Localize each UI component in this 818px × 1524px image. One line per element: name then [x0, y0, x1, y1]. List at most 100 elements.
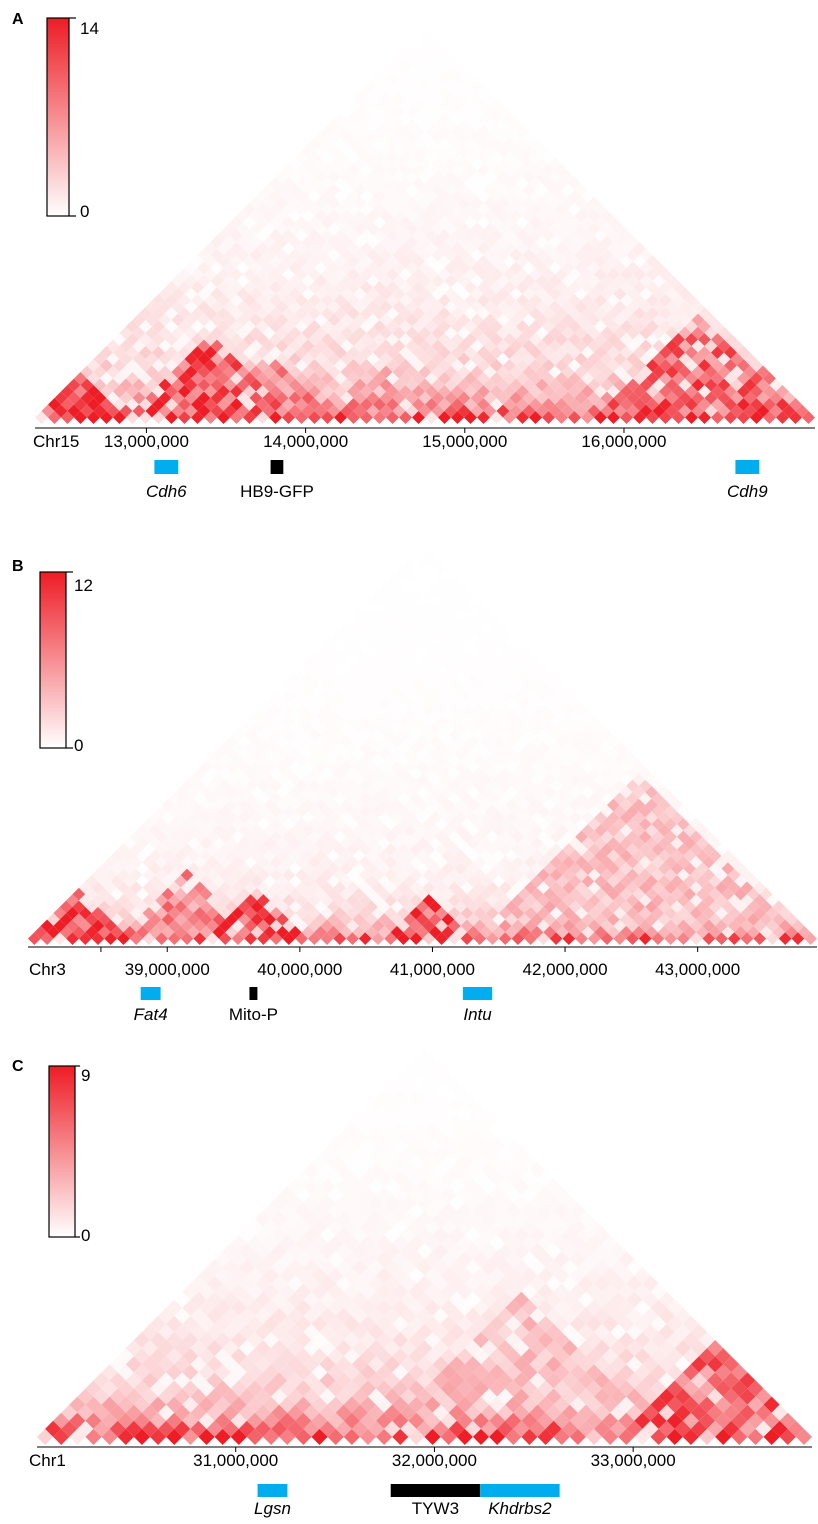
- heatmap-cell: [288, 824, 302, 837]
- heatmap-cell: [320, 677, 334, 691]
- heatmap-cell: [307, 766, 321, 780]
- heatmap-cell: [136, 824, 149, 837]
- heatmap-cell: [161, 913, 175, 926]
- heatmap-cell: [155, 805, 168, 818]
- heatmap-cell: [339, 773, 353, 786]
- heatmap-cell: [371, 703, 385, 716]
- heatmap-cell: [97, 887, 111, 901]
- heatmap-cell: [486, 626, 499, 640]
- heatmap-cell: [34, 925, 48, 939]
- heatmap-cell: [371, 728, 385, 742]
- heatmap-cell: [288, 747, 302, 761]
- heatmap-cell: [193, 779, 207, 793]
- heatmap-cell: [117, 868, 130, 882]
- heatmap-cell: [66, 894, 79, 907]
- heatmap-cell: [167, 817, 181, 831]
- heatmap-cell: [288, 773, 302, 786]
- heatmap-cell: [276, 785, 289, 799]
- heatmap-cell: [435, 626, 448, 640]
- heatmap-cell: [257, 855, 270, 869]
- heatmap-cell: [167, 830, 181, 844]
- heatmap-cell: [403, 620, 417, 634]
- heatmap-cell: [454, 595, 468, 608]
- heatmap-cell: [161, 798, 175, 812]
- tick-label: 16,000,000: [581, 432, 666, 451]
- heatmap-cell: [403, 696, 417, 710]
- gene-bar: [140, 987, 161, 1000]
- heatmap-cell: [167, 868, 181, 882]
- tick-label: 41,000,000: [390, 960, 475, 979]
- heatmap-cell: [148, 925, 162, 939]
- heatmap-cell: [218, 830, 232, 844]
- heatmap-cell: [422, 639, 436, 653]
- heatmap-cell: [307, 741, 321, 755]
- heatmap-cell: [225, 798, 238, 812]
- heatmap-cell: [288, 696, 302, 710]
- heatmap-cell: [339, 709, 353, 723]
- heatmap-cell: [339, 747, 353, 761]
- heatmap-cell: [237, 785, 251, 799]
- heatmap-cell: [339, 722, 353, 736]
- heatmap-cell: [123, 862, 137, 876]
- heatmap-cell: [244, 805, 258, 818]
- heatmap-cell: [237, 862, 251, 876]
- heatmap-cell: [161, 849, 175, 863]
- heatmap-cell: [193, 843, 207, 856]
- heatmap-cell: [212, 824, 226, 837]
- heatmap-cell: [237, 824, 251, 837]
- color-scale-bar: [46, 17, 70, 217]
- heatmap-cell: [320, 728, 334, 742]
- heatmap-cell: [390, 696, 404, 710]
- heatmap-cell: [180, 779, 194, 793]
- scale-min-label: 0: [81, 1226, 90, 1245]
- heatmap-cell: [422, 614, 436, 627]
- heatmap-cell: [206, 906, 219, 920]
- heatmap-cell: [206, 855, 219, 869]
- gene-bar: [154, 460, 179, 474]
- heatmap-cell: [180, 894, 194, 907]
- heatmap-cell: [371, 754, 385, 767]
- heatmap-cell: [78, 881, 92, 895]
- heatmap-cell: [307, 677, 321, 691]
- heatmap-cell: [212, 862, 226, 876]
- heatmap-cell: [155, 894, 168, 907]
- heatmap-cell: [218, 881, 232, 895]
- heatmap-cell: [53, 906, 67, 920]
- heatmap-cell: [237, 887, 251, 901]
- heatmap-cell: [40, 919, 54, 933]
- heatmap-cell: [339, 785, 353, 799]
- gene-label: Cdh6: [146, 482, 187, 501]
- heatmap-cell: [167, 792, 181, 806]
- heatmap-cell: [180, 830, 194, 844]
- heatmap-cell: [257, 715, 270, 729]
- heatmap-cell: [288, 684, 302, 697]
- heatmap-cell: [257, 754, 270, 767]
- heatmap-cell: [390, 569, 404, 583]
- heatmap-cell: [225, 887, 238, 901]
- heatmap-cell: [371, 665, 385, 678]
- axis-b: Chr3 39,000,000 40,000,000 41,000,000 42,00…: [28, 946, 817, 979]
- scale-max-label: 9: [81, 1066, 90, 1085]
- heatmap-cell: [187, 836, 200, 850]
- heatmap-cell: [167, 881, 181, 895]
- color-scale-bar: [48, 1065, 76, 1238]
- heatmap-cell: [244, 843, 258, 856]
- heatmap-cell: [257, 741, 270, 755]
- heatmap-cell: [180, 792, 194, 806]
- heatmap-cell: [403, 671, 417, 685]
- heatmap-c: [37, 1049, 812, 1445]
- tick-label: 13,000,000: [104, 432, 189, 451]
- heatmap-cell: [206, 919, 219, 933]
- heatmap-cell: [352, 645, 366, 659]
- heatmap-cell: [225, 760, 238, 774]
- heatmap-cell: [123, 913, 137, 926]
- heatmap-cell: [148, 875, 162, 888]
- heatmap-cell: [123, 875, 137, 888]
- heatmap-cell: [206, 779, 219, 793]
- heatmap-cell: [390, 595, 404, 608]
- heatmap-cell: [371, 601, 385, 615]
- heatmap-cell: [390, 607, 404, 621]
- heatmap-cell: [371, 639, 385, 653]
- heatmap-cell: [320, 652, 334, 666]
- heatmap-cell: [371, 690, 385, 704]
